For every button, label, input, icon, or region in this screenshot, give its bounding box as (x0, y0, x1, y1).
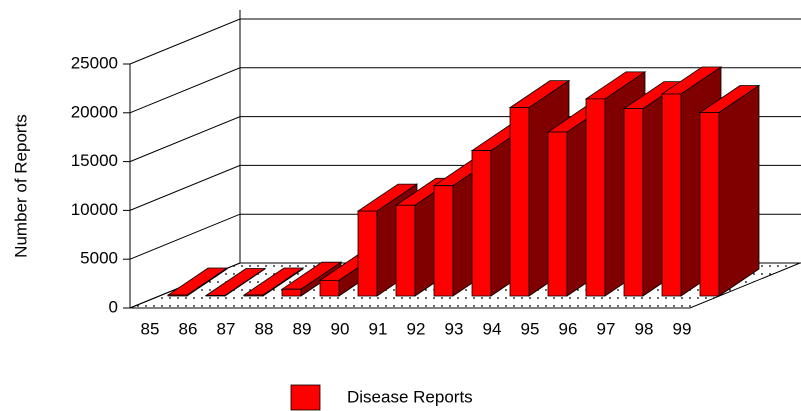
x-tick-label: 98 (635, 319, 654, 338)
bar-front (585, 98, 606, 297)
x-tick-label: 94 (483, 319, 502, 338)
bar-front (243, 294, 264, 297)
x-tick-label: 86 (179, 319, 198, 338)
y-tick-label: 5000 (80, 249, 118, 268)
x-tick-label: 99 (673, 319, 692, 338)
bar-front (167, 294, 188, 297)
bar-side (718, 84, 760, 297)
x-tick-label: 96 (559, 319, 578, 338)
x-tick-label: 93 (445, 319, 464, 338)
x-tick-label: 87 (217, 319, 236, 338)
x-tick-label: 88 (255, 319, 274, 338)
bar-front (471, 150, 492, 297)
bar-front (395, 204, 416, 297)
bar-front (623, 108, 644, 297)
y-tick-label: 15000 (71, 151, 118, 170)
y-tick-label: 10000 (71, 200, 118, 219)
bar-front (509, 107, 530, 297)
bar-front (433, 185, 454, 297)
grid-line (129, 67, 801, 114)
bar (242, 267, 305, 297)
x-tick-label: 89 (293, 319, 312, 338)
x-tick-label: 95 (521, 319, 540, 338)
bar-front (319, 279, 340, 297)
bar-front (661, 93, 682, 297)
bar (204, 267, 267, 297)
y-tick-label: 25000 (71, 53, 118, 72)
x-tick-label: 90 (331, 319, 350, 338)
x-tick-label: 85 (141, 319, 160, 338)
bar-front (281, 288, 302, 297)
bar-front (357, 210, 378, 297)
bar (166, 267, 229, 297)
legend-swatch (290, 384, 321, 411)
x-tick-label: 92 (407, 319, 426, 338)
y-tick-label: 0 (109, 297, 118, 316)
y-axis-title: Number of Reports (11, 114, 30, 258)
x-tick-label: 97 (597, 319, 616, 338)
y-tick-label: 20000 (71, 102, 118, 121)
bar (698, 84, 761, 297)
x-tick-label: 91 (369, 319, 388, 338)
bar-front (699, 112, 720, 297)
legend-label: Disease Reports (347, 387, 473, 406)
grid-line (129, 18, 801, 65)
bar-front (547, 131, 568, 297)
